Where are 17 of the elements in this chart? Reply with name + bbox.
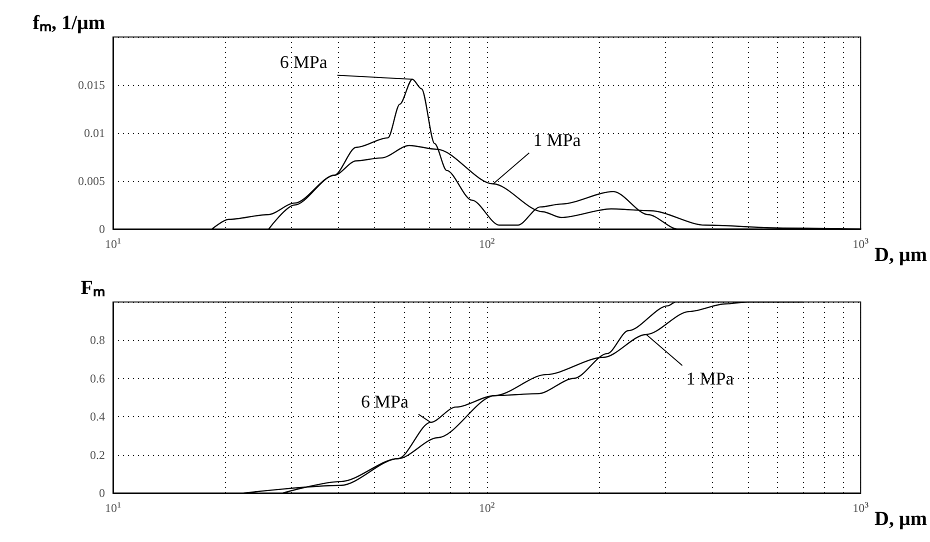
y-tick-label: 0.4 — [90, 410, 105, 424]
y-tick-label: 0.6 — [90, 371, 105, 386]
series-label: 6 MPa — [361, 391, 409, 412]
y-tick-label: 0 — [99, 222, 105, 236]
x-axis-title: D, μm — [874, 508, 928, 530]
y-tick-label: 0.2 — [90, 448, 105, 462]
y-axis-title: Fₘ — [80, 277, 105, 299]
y-tick-label: 0.005 — [78, 174, 105, 188]
y-tick-label: 0.015 — [78, 78, 105, 92]
y-tick-label: 0.01 — [84, 126, 105, 140]
y-tick-label: 0 — [99, 486, 105, 500]
text: 1 MPa — [533, 130, 581, 150]
y-axis-title: fₘ, 1/μm — [32, 12, 106, 34]
text: 6 MPa — [280, 52, 328, 72]
text: 1 MPa — [686, 368, 734, 388]
y-tick-label: 0.8 — [90, 333, 105, 348]
x-axis-title: D, μm — [874, 244, 928, 266]
